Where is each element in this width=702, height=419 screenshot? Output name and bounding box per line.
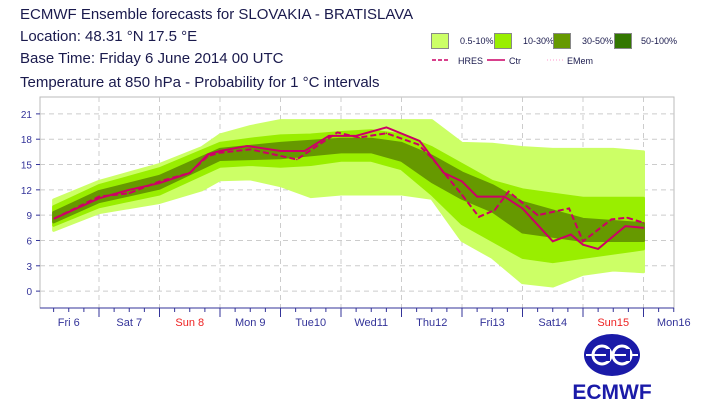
x-tick-label: Sun15 — [597, 317, 629, 329]
y-tick-label: 21 — [21, 110, 33, 121]
band-30-50- — [52, 137, 645, 242]
y-tick-label: 18 — [21, 135, 33, 146]
point-ctr — [385, 126, 388, 129]
legend-hres-label: HRES — [458, 56, 484, 66]
legend-swatch-3 — [614, 33, 632, 49]
x-axis: Fri 6 Sat 7 Sun 8 Mon 9 Tue10 Wed11 Thu12 Fri13… — [40, 307, 691, 329]
y-tick-label: 3 — [26, 262, 32, 273]
point-ctr — [279, 150, 282, 152]
series-hres — [53, 131, 644, 243]
point-ctr — [219, 150, 221, 152]
point-hres — [219, 151, 221, 154]
legend-ctr-label: Ctr — [509, 56, 521, 66]
x-tick-label: Wed11 — [354, 317, 388, 329]
legend-label-0: 0.5-10% — [460, 36, 494, 46]
legend-emem-label: EMem — [567, 56, 594, 66]
logo-text: ECMWF — [572, 381, 651, 404]
point-hres — [626, 216, 628, 219]
x-tick-label: Mon16 — [657, 317, 691, 329]
point-hres — [98, 195, 100, 198]
y-tick-label: 15 — [21, 161, 33, 172]
point-ctr — [158, 182, 161, 184]
point-ctr — [521, 207, 524, 210]
legend-line-samples — [432, 59, 505, 61]
y-tick-label: 9 — [26, 211, 32, 222]
point-hres — [461, 194, 463, 196]
point-ctr — [418, 140, 421, 142]
point-ctr — [328, 135, 330, 137]
point-ctr — [551, 240, 554, 243]
point-ctr — [461, 180, 463, 183]
point-hres — [417, 143, 419, 146]
point-hres — [385, 132, 388, 135]
point-ctr — [128, 189, 131, 191]
legend-label-3: 50-100% — [641, 36, 678, 46]
point-hres — [493, 209, 496, 211]
point-ctr — [597, 248, 599, 250]
x-tick-label: Fri 6 — [58, 317, 80, 329]
legend-swatch-1 — [494, 33, 512, 49]
x-tick-label: Thu12 — [416, 317, 447, 329]
chart-title: ECMWF Ensemble forecasts for SLOVAKIA - … — [20, 6, 414, 23]
base-time-label: Base Time: Friday 6 June 2014 00 UTC — [20, 50, 284, 67]
point-hres — [536, 214, 539, 216]
x-tick-label: Fri13 — [480, 317, 505, 329]
point-hres — [478, 216, 480, 218]
point-hres — [296, 158, 298, 161]
legend-swatch-2 — [553, 33, 571, 49]
x-tick-label: Sun 8 — [175, 317, 204, 329]
series-lines — [53, 126, 645, 251]
y-tick-label: 12 — [21, 186, 33, 197]
point-hres — [430, 156, 433, 159]
x-tick-label: Sat 7 — [116, 317, 142, 329]
point-hres — [249, 148, 252, 151]
point-hres — [158, 180, 161, 183]
point-hres — [336, 131, 339, 134]
point-ctr — [570, 233, 572, 236]
plume-chart: 0 3 6 9 12 15 18 21 Fri 6 Sat 7 Sun 8 Mon 9 Tue10 We… — [21, 96, 691, 329]
legend-label-1: 10-30% — [523, 36, 555, 46]
point-hres — [128, 192, 131, 195]
point-hres — [207, 155, 209, 157]
y-tick-label: 0 — [26, 287, 32, 298]
ecmwf-logo: ECMWF — [572, 334, 652, 404]
x-tick-label: Mon 9 — [235, 317, 266, 329]
point-hres — [610, 218, 613, 221]
point-hres — [188, 172, 191, 174]
point-hres — [642, 221, 645, 224]
legend-label-2: 30-50% — [582, 36, 614, 46]
point-ctr — [476, 195, 478, 198]
point-hres — [507, 190, 510, 193]
x-tick-label: Sat14 — [538, 317, 567, 329]
y-axis: 0 3 6 9 12 15 18 21 — [21, 110, 40, 298]
point-hres — [358, 136, 360, 139]
location-label: Location: 48.31 °N 17.5 °E — [20, 28, 198, 45]
legend-swatch-0 — [431, 33, 449, 49]
point-ctr — [207, 153, 209, 156]
point-hres — [568, 207, 570, 210]
y-tick-label: 6 — [26, 236, 32, 247]
chart-subtitle: Temperature at 850 hPa - Probability for… — [20, 74, 380, 91]
point-ctr — [503, 195, 506, 198]
point-ctr — [303, 150, 306, 152]
point-ctr — [642, 227, 645, 229]
point-hres — [53, 217, 56, 220]
x-tick-label: Tue10 — [295, 317, 326, 329]
point-ctr — [443, 172, 445, 174]
point-ctr — [582, 243, 584, 246]
point-ctr — [246, 145, 249, 147]
point-ctr — [624, 225, 627, 227]
point-hres — [582, 240, 584, 243]
